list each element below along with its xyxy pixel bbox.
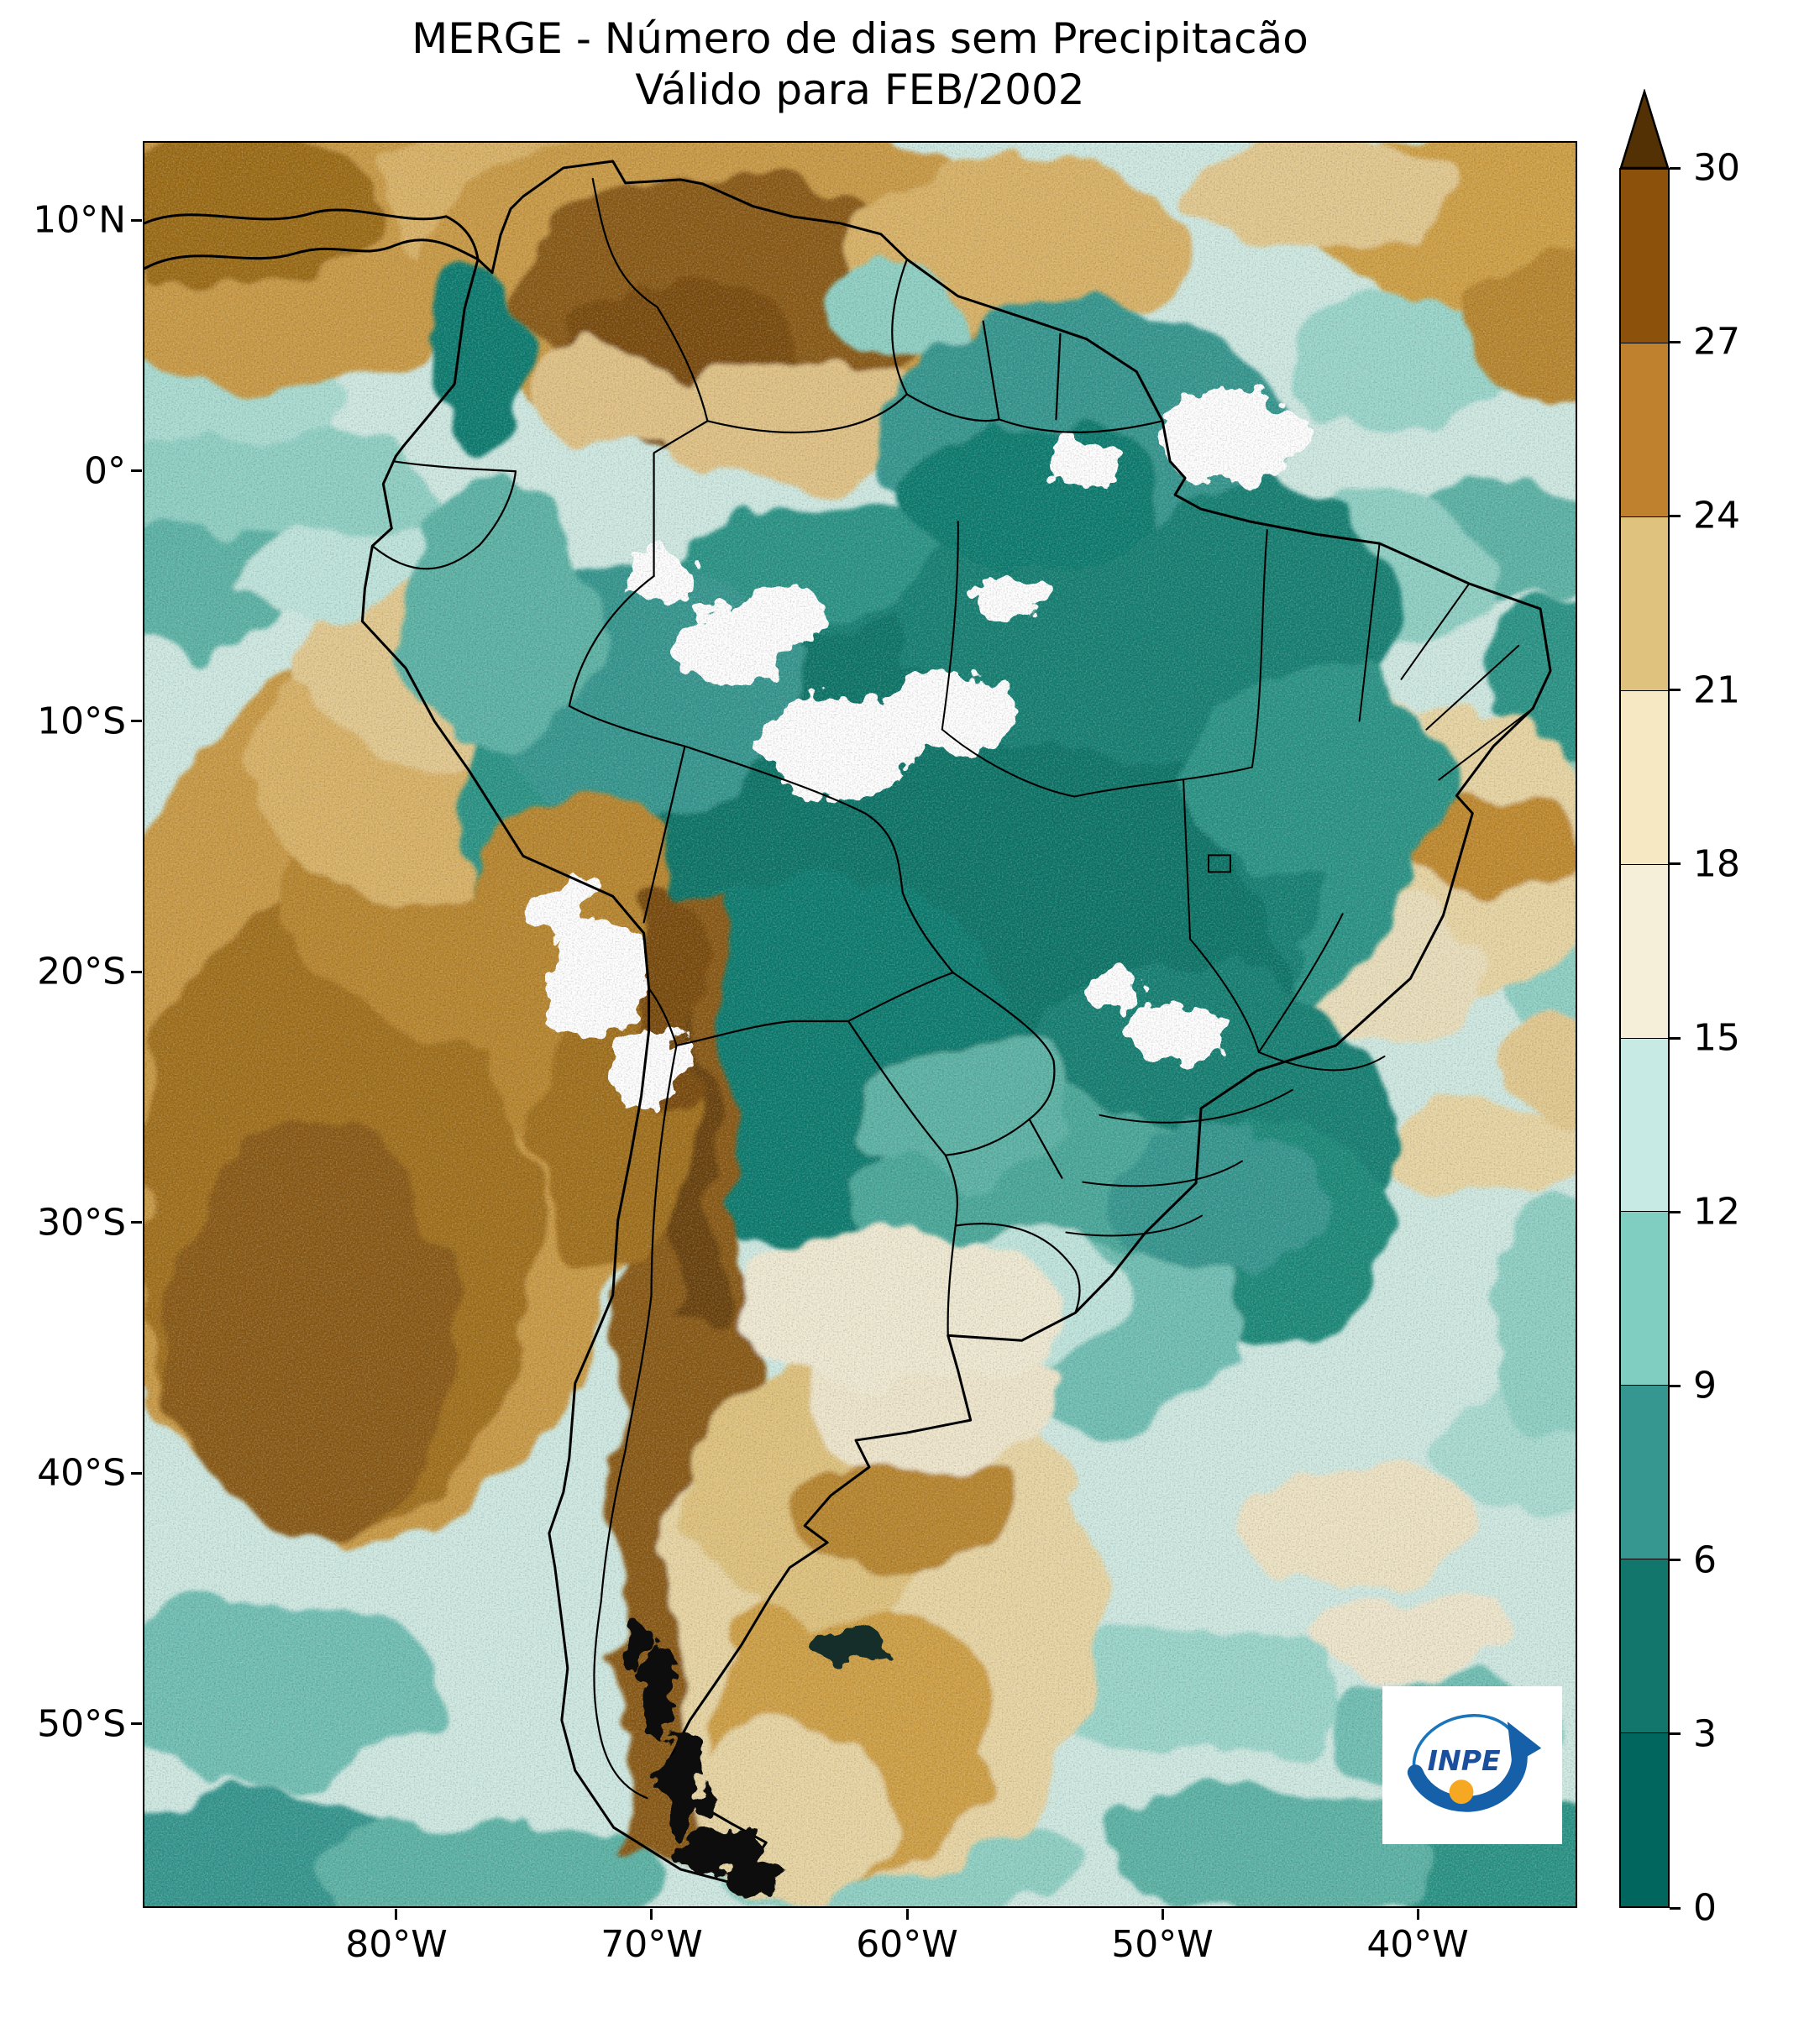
x-tick-mark (650, 1909, 653, 1920)
y-tick-label: 30°S (37, 1201, 126, 1245)
colorbar-tick-mark (1670, 1384, 1681, 1387)
inpe-logo: INPE (1382, 1686, 1562, 1844)
colorbar-tick-mark (1670, 689, 1681, 692)
colorbar-tick-label: 0 (1693, 1886, 1717, 1930)
x-tick-mark (395, 1909, 398, 1920)
x-tick-label: 40°W (1366, 1923, 1469, 1966)
colorbar-tick-label: 27 (1693, 320, 1740, 364)
colorbar-segment (1621, 170, 1668, 343)
colorbar-segment (1621, 1211, 1668, 1386)
colorbar-tick-mark (1670, 514, 1681, 517)
colorbar-tick-label: 15 (1693, 1016, 1740, 1060)
x-tick-mark (1161, 1909, 1164, 1920)
y-tick-mark (131, 1722, 142, 1726)
x-tick-label: 70°W (600, 1923, 703, 1966)
y-tick-mark (131, 218, 142, 222)
colorbar-tick-label: 21 (1693, 668, 1740, 712)
y-tick-label: 10°N (33, 198, 126, 242)
colorbar-segment (1621, 342, 1668, 516)
coastline-and-borders (144, 160, 1552, 1884)
x-tick-mark (1416, 1909, 1419, 1920)
inpe-logo-text: INPE (1428, 1744, 1501, 1777)
colorbar-tick-label: 12 (1693, 1190, 1740, 1234)
y-tick-mark (131, 970, 142, 973)
colorbar-tick-label: 24 (1693, 494, 1740, 537)
chart-title: MERGE - Número de dias sem Precipitacão … (143, 13, 1577, 116)
colorbar-tick-mark (1670, 340, 1681, 343)
inpe-logo-graphic: INPE (1407, 1713, 1542, 1812)
colorbar-segment (1621, 1385, 1668, 1559)
colorbar-segment (1621, 1037, 1668, 1212)
y-tick-label: 40°S (37, 1451, 126, 1495)
south-america-coastline (360, 160, 1552, 1884)
colorbar-segment (1621, 863, 1668, 1038)
y-tick-mark (131, 1221, 142, 1224)
x-tick-label: 50°W (1111, 1923, 1214, 1966)
y-tick-label: 20°S (37, 950, 126, 993)
colorbar-tick-label: 18 (1693, 842, 1740, 886)
noise-overlay-light (144, 143, 1576, 1906)
colorbar-segment (1621, 1732, 1668, 1907)
x-tick-mark (905, 1909, 909, 1920)
title-line-2: Válido para FEB/2002 (635, 66, 1085, 114)
colorbar-segment (1621, 689, 1668, 864)
title-line-1: MERGE - Número de dias sem Precipitacão (412, 14, 1308, 63)
x-tick-label: 60°W (856, 1923, 958, 1966)
state-borders (941, 521, 1534, 1237)
y-tick-mark (131, 469, 142, 472)
map-plot: INPE (143, 141, 1577, 1908)
colorbar-tick-mark (1670, 1732, 1681, 1736)
swoosh-arrow-icon (1407, 1745, 1528, 1812)
colorbar (1619, 168, 1670, 1908)
colorbar-tick-label: 9 (1693, 1364, 1717, 1407)
colorbar-segment (1621, 516, 1668, 690)
y-tick-mark (131, 720, 142, 723)
arrowhead-icon (1507, 1722, 1542, 1765)
colorbar-tick-mark (1670, 1210, 1681, 1213)
colorbar-tick-mark (1670, 1559, 1681, 1562)
colorbar-tick-label: 6 (1693, 1538, 1717, 1582)
colorbar-tick-mark (1670, 1036, 1681, 1040)
y-tick-label: 50°S (37, 1702, 126, 1746)
precipitation-map (144, 143, 1576, 1906)
y-tick-label: 10°S (37, 700, 126, 743)
colorbar-extend-arrow (1619, 89, 1670, 170)
colorbar-segment (1621, 1559, 1668, 1733)
colorbar-tick-mark (1670, 1906, 1681, 1910)
patagonia-ice-patches (622, 1623, 893, 1890)
orange-dot-icon (1449, 1779, 1474, 1805)
colorbar-tick-label: 30 (1693, 146, 1740, 190)
x-tick-label: 80°W (345, 1923, 448, 1966)
colorbar-tick-mark (1670, 862, 1681, 866)
y-tick-label: 0° (84, 449, 126, 492)
country-borders (371, 177, 1164, 1800)
colorbar-tick-label: 3 (1693, 1712, 1717, 1756)
colorbar-tick-mark (1670, 166, 1681, 170)
panama-coastline (144, 208, 480, 270)
y-tick-mark (131, 1471, 142, 1475)
